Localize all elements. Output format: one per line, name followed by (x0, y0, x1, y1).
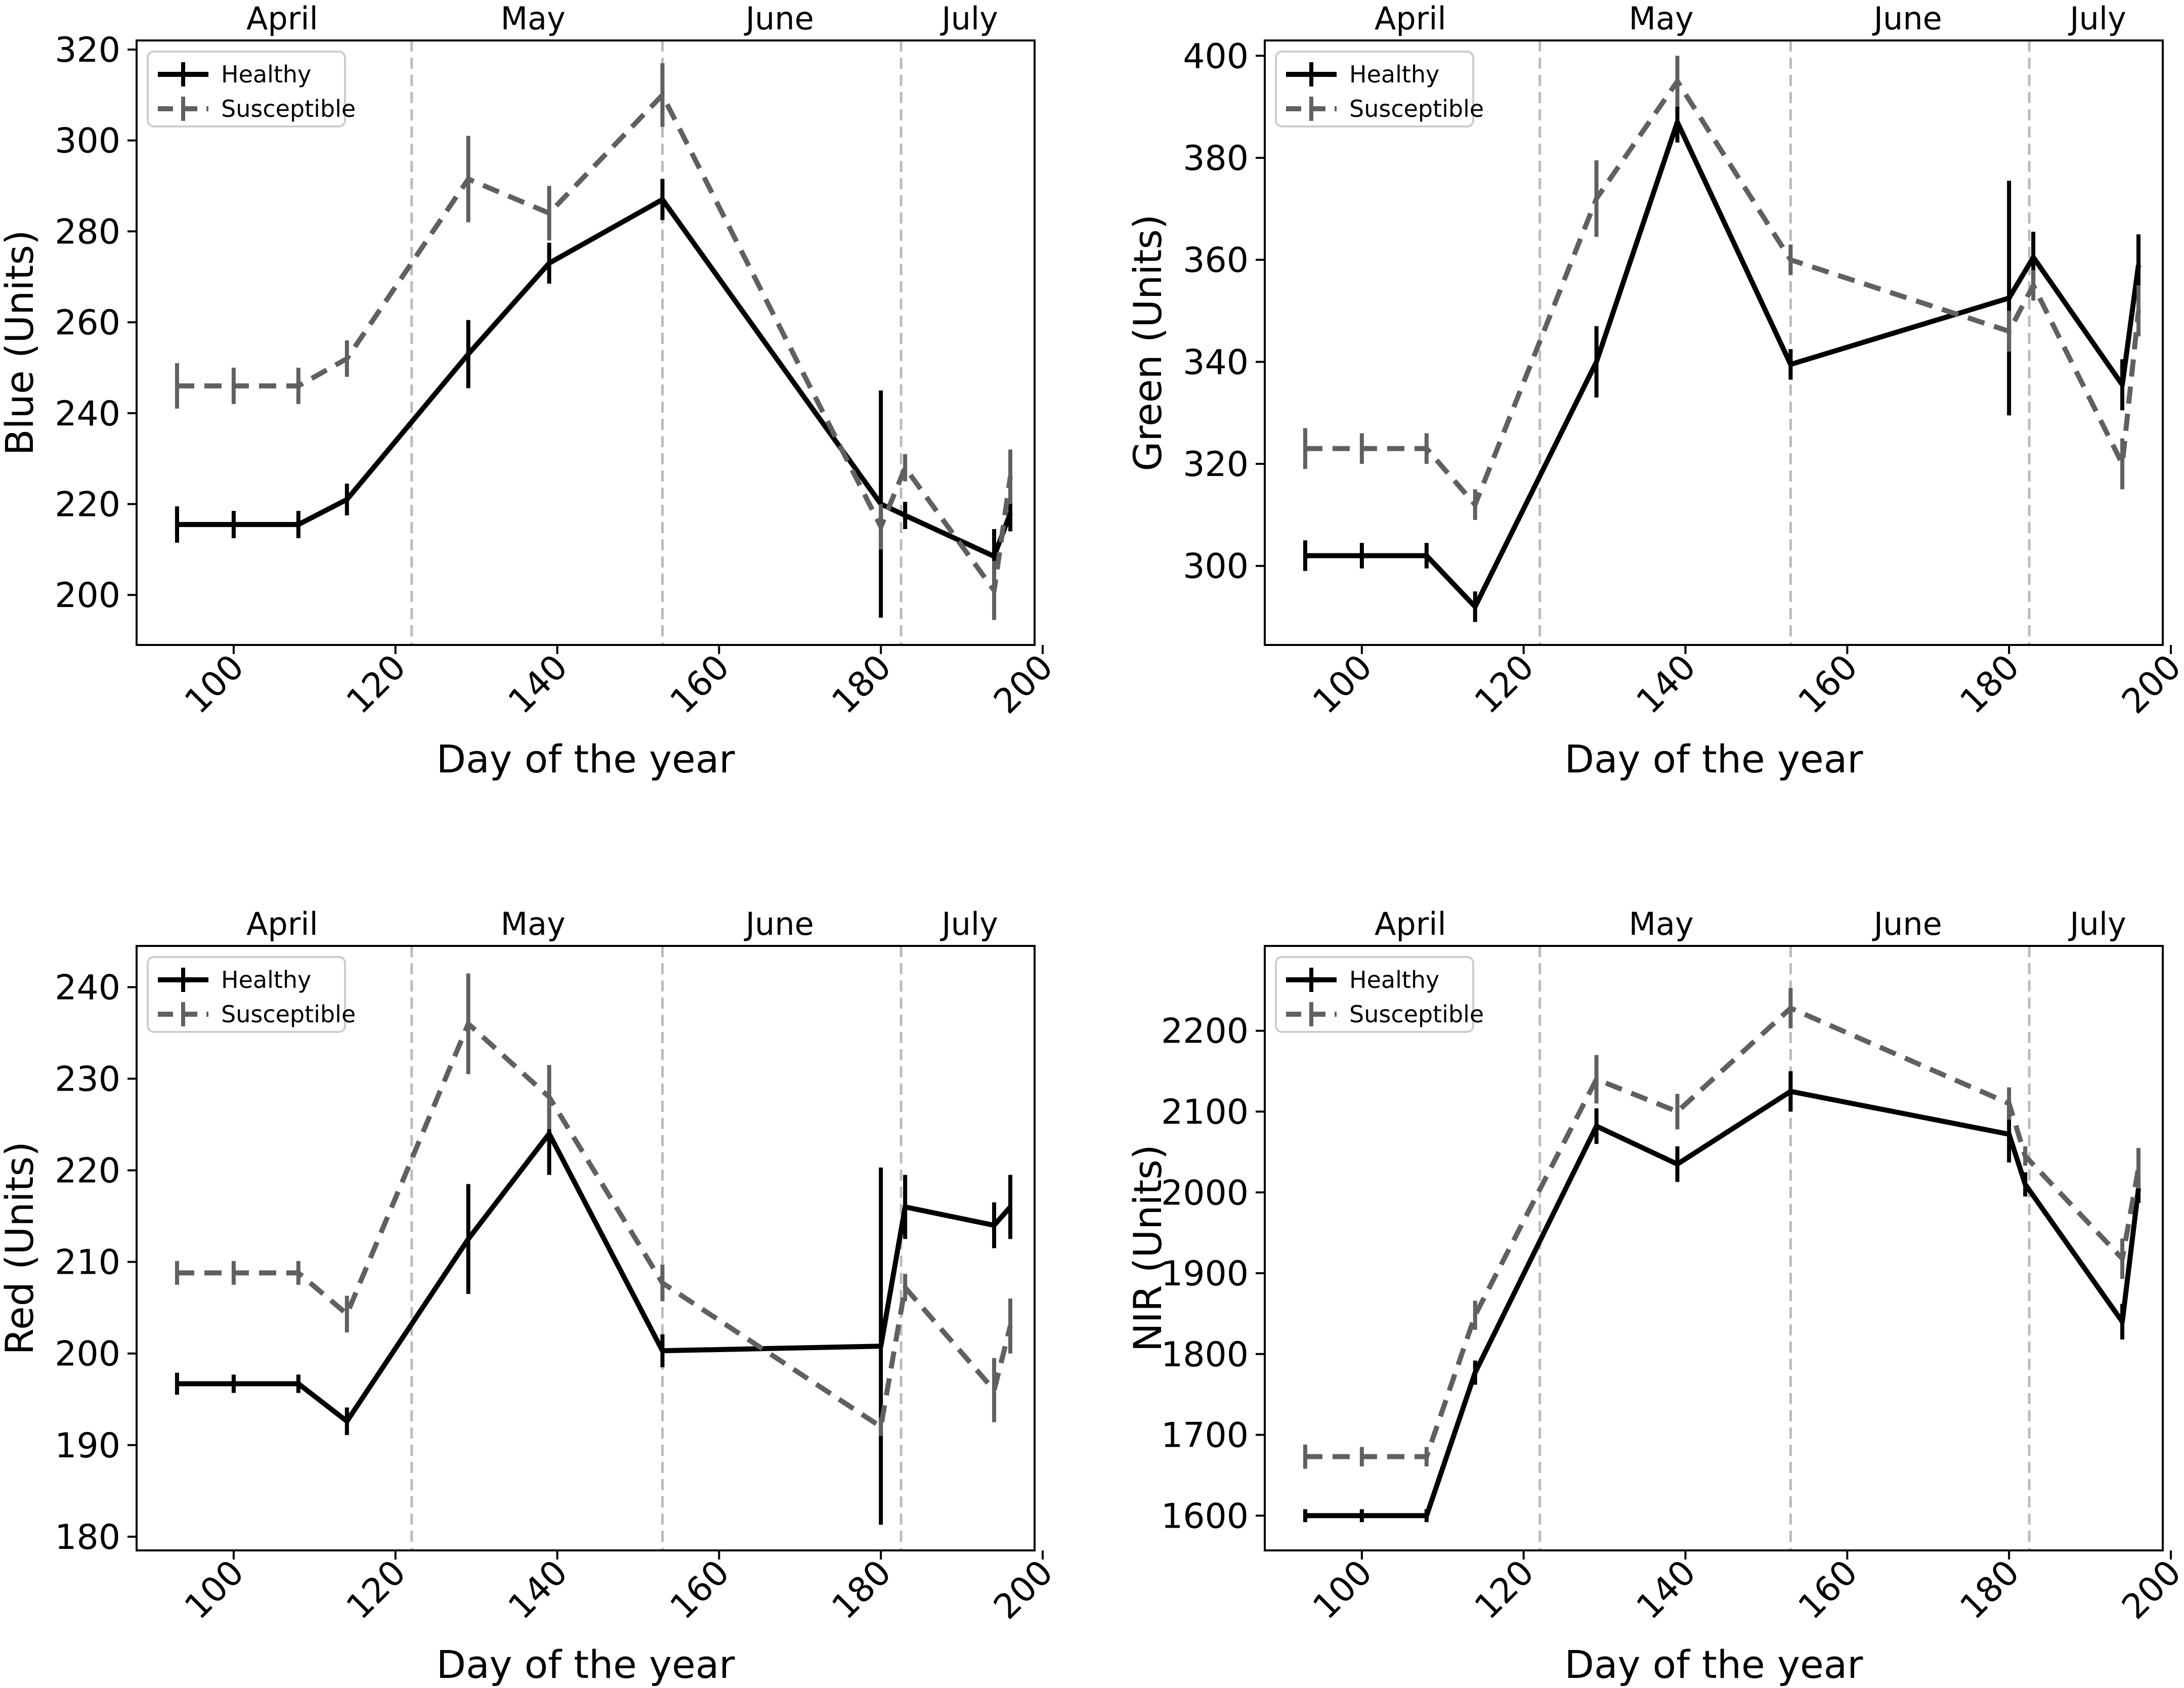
series-line-susceptible (1305, 1006, 2141, 1459)
x-tick-label: 140 (1629, 647, 1704, 722)
month-label: May (500, 905, 565, 942)
y-tick-label: 190 (55, 1426, 120, 1466)
y-axis-label: Blue (Units) (0, 230, 42, 456)
axes-frame (1264, 39, 2164, 646)
x-tick-label: 200 (986, 647, 1061, 722)
panel-nir: April May June July 1600 1700 1800 1900 2000 2100… (1125, 905, 2184, 1687)
y-tick-label: 210 (55, 1243, 120, 1283)
x-tick-label: 180 (825, 1552, 900, 1627)
y-tick-label: 240 (55, 968, 120, 1008)
series-line-healthy (177, 197, 1013, 559)
x-axis-label: Day of the year (436, 737, 735, 782)
y-tick-label: 1900 (1161, 1254, 1249, 1294)
series-line-susceptible (177, 1021, 1013, 1430)
series-line-healthy (1305, 119, 2141, 610)
y-tick-label: 1800 (1161, 1335, 1249, 1375)
y-tick-label: 320 (1183, 445, 1249, 485)
month-label: June (744, 0, 814, 37)
legend-label-susceptible: Susceptible (1349, 1001, 1484, 1028)
x-tick-label: 200 (2114, 647, 2184, 722)
x-tick-label: 160 (1791, 1552, 1866, 1627)
x-tick-label: 160 (663, 647, 738, 722)
legend-label-susceptible: Susceptible (221, 95, 356, 122)
y-tick-label: 300 (1183, 547, 1249, 587)
x-tick-label: 120 (1467, 647, 1542, 722)
series-line-healthy (1305, 1089, 2141, 1519)
axes-frame (1264, 945, 2164, 1551)
legend-label-healthy: Healthy (221, 61, 311, 88)
month-label: June (1872, 0, 1942, 37)
x-axis-label: Day of the year (436, 1642, 735, 1687)
y-tick-label: 2200 (1161, 1012, 1249, 1052)
x-tick-label: 180 (825, 647, 900, 722)
y-tick-label: 1600 (1161, 1496, 1249, 1536)
x-axis-label: Day of the year (1564, 737, 1863, 782)
y-axis-label: NIR (Units) (1125, 1145, 1170, 1352)
x-tick-label: 180 (1953, 1552, 2028, 1627)
panel-green: April May June July 300 320 340 360 380 400 100 120… (1125, 0, 2184, 782)
month-label: June (1872, 905, 1942, 942)
month-label: April (1375, 0, 1446, 37)
month-label: July (939, 0, 998, 37)
legend-label-susceptible: Susceptible (221, 1001, 356, 1028)
y-tick-label: 340 (1183, 342, 1249, 382)
legend-label-susceptible: Susceptible (1349, 95, 1484, 122)
panel-blue: April May June July 200 220 240 260 280 300 320 100… (0, 0, 1061, 782)
month-label: April (1375, 905, 1446, 942)
y-tick-label: 400 (1183, 36, 1249, 76)
x-tick-label: 100 (1305, 1552, 1380, 1627)
panel-red: April May June July 180 190 200 210 220 230 240 100… (0, 905, 1061, 1687)
y-tick-label: 360 (1183, 241, 1249, 281)
axes-frame (136, 945, 1036, 1551)
month-label: May (500, 0, 565, 37)
month-label: April (246, 0, 318, 37)
y-tick-label: 200 (55, 576, 120, 616)
x-tick-label: 100 (177, 1552, 252, 1627)
y-tick-label: 200 (55, 1334, 120, 1374)
x-tick-label: 140 (501, 1552, 576, 1627)
x-tick-label: 100 (177, 647, 252, 722)
y-tick-label: 220 (55, 485, 120, 525)
legend-label-healthy: Healthy (1349, 966, 1439, 993)
month-label: July (2068, 0, 2126, 37)
y-tick-label: 320 (55, 30, 120, 70)
y-tick-label: 300 (55, 121, 120, 161)
y-tick-label: 180 (55, 1518, 120, 1557)
month-label: July (2068, 905, 2126, 942)
x-tick-label: 100 (1305, 647, 1380, 722)
y-tick-label: 260 (55, 303, 120, 343)
month-label: May (1629, 905, 1693, 942)
y-axis-label: Red (Units) (0, 1141, 42, 1355)
x-tick-label: 200 (986, 1552, 1061, 1627)
x-tick-label: 120 (1467, 1552, 1542, 1627)
series-line-susceptible (177, 92, 1013, 593)
y-tick-label: 2100 (1161, 1093, 1249, 1133)
y-tick-label: 380 (1183, 139, 1249, 179)
month-label: April (246, 905, 318, 942)
y-tick-label: 280 (55, 212, 120, 252)
x-tick-label: 160 (1791, 647, 1866, 722)
legend-label-healthy: Healthy (1349, 61, 1439, 88)
y-tick-label: 2000 (1161, 1173, 1249, 1213)
x-tick-label: 140 (1629, 1552, 1704, 1627)
month-label: June (744, 905, 814, 942)
series-line-healthy (177, 1131, 1012, 1424)
legend-label-healthy: Healthy (221, 966, 311, 993)
y-tick-label: 1700 (1161, 1416, 1249, 1456)
y-tick-label: 240 (55, 394, 120, 434)
x-tick-label: 160 (663, 1552, 738, 1627)
x-tick-label: 180 (1953, 647, 2028, 722)
axes-frame (136, 39, 1036, 646)
y-tick-label: 220 (55, 1151, 120, 1191)
x-tick-label: 120 (339, 647, 414, 722)
y-axis-label: Green (Units) (1125, 214, 1170, 471)
x-tick-label: 140 (501, 647, 576, 722)
month-label: May (1629, 0, 1693, 37)
y-tick-label: 230 (55, 1060, 120, 1100)
month-label: July (939, 905, 998, 942)
x-tick-label: 120 (339, 1552, 414, 1627)
x-tick-label: 200 (2114, 1552, 2184, 1627)
x-axis-label: Day of the year (1564, 1642, 1863, 1687)
